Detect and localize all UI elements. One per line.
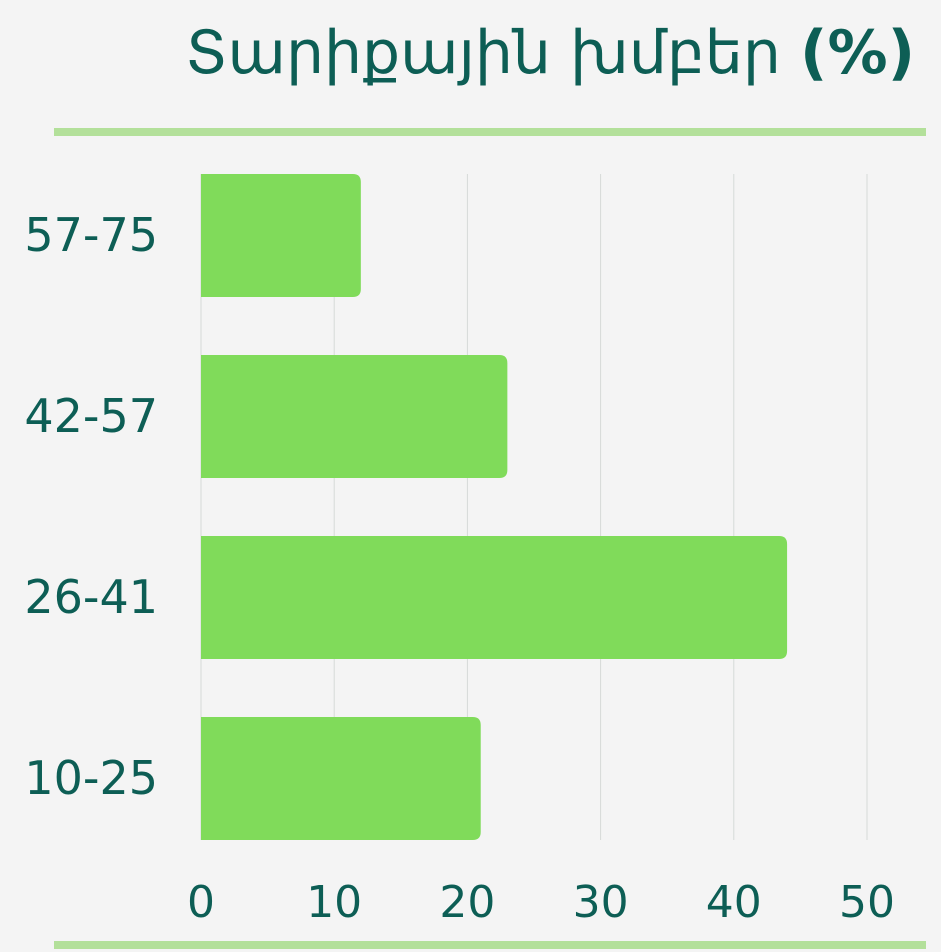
- title-text: Տարիքային խմբեր: [185, 18, 781, 88]
- x-tick-label: 40: [706, 877, 762, 928]
- bar: [201, 355, 508, 478]
- y-tick-label: 26-41: [24, 570, 158, 624]
- bar: [201, 536, 788, 659]
- x-tick-label: 30: [573, 877, 629, 928]
- top-rule: [54, 128, 926, 136]
- x-tick-label: 10: [306, 877, 362, 928]
- y-tick-label: 42-57: [24, 389, 158, 443]
- x-tick-label: 0: [187, 877, 215, 928]
- bar: [201, 174, 361, 297]
- y-tick-label: 57-75: [24, 208, 158, 262]
- x-tick-label: 20: [439, 877, 495, 928]
- title-unit: (%): [800, 18, 915, 88]
- y-tick-label: 10-25: [24, 751, 158, 805]
- bar: [201, 717, 481, 840]
- x-tick-label: 50: [839, 877, 895, 928]
- chart-title: Տարիքային խմբեր (%): [185, 18, 915, 88]
- bottom-rule: [54, 941, 926, 949]
